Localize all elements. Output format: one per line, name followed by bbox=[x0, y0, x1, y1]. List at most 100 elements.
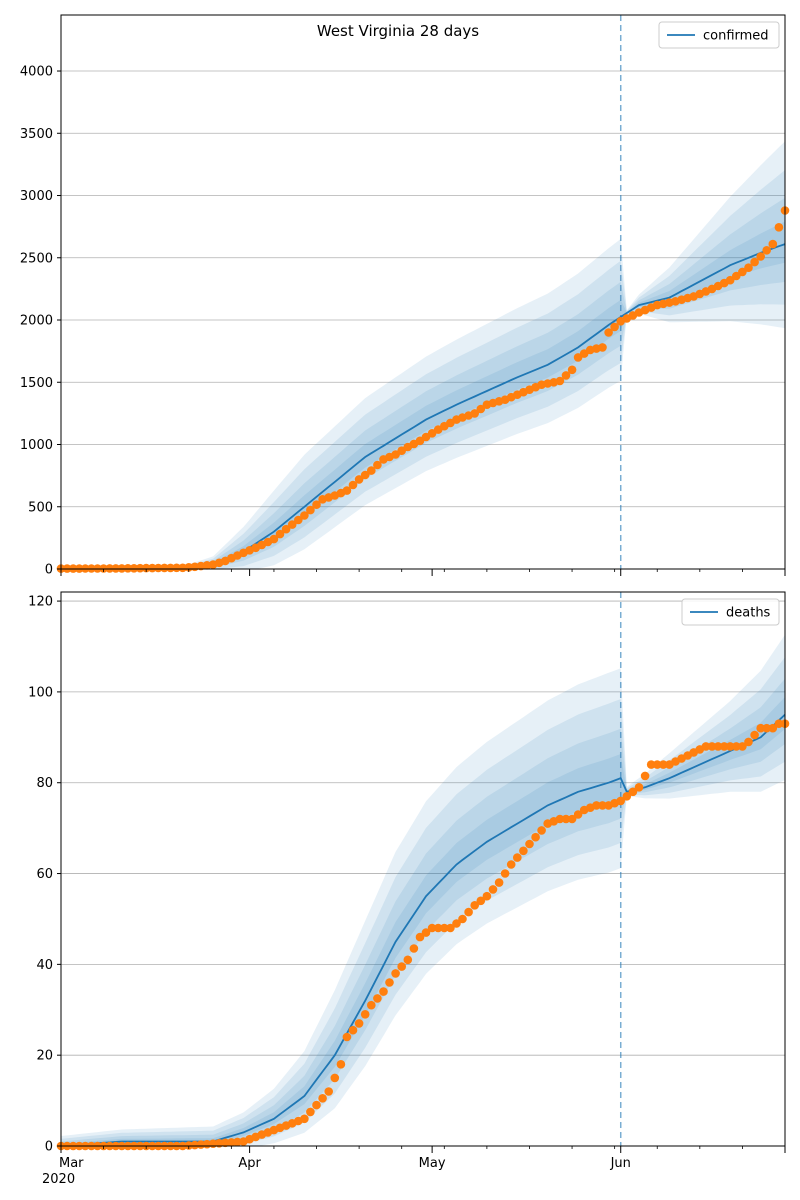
legend: deaths bbox=[681, 598, 780, 626]
uncertainty-band bbox=[61, 728, 621, 1146]
observed-point bbox=[756, 252, 765, 261]
observed-point bbox=[616, 796, 625, 806]
observed-point bbox=[117, 564, 127, 573]
axes-frame bbox=[60, 14, 786, 570]
observed-point bbox=[172, 563, 181, 573]
uncertainty-band bbox=[620, 170, 785, 363]
observed-point bbox=[738, 742, 747, 751]
observed-point bbox=[324, 1087, 334, 1096]
legend-label: deaths bbox=[726, 606, 771, 621]
observed-point bbox=[476, 896, 486, 906]
x-tick-label: May bbox=[419, 1156, 446, 1171]
observed-point bbox=[281, 524, 291, 534]
observed-point bbox=[494, 878, 504, 887]
observed-point bbox=[166, 563, 175, 573]
observed-point bbox=[348, 480, 358, 490]
observed-point bbox=[506, 860, 516, 869]
observed-point bbox=[774, 223, 784, 232]
observed-point bbox=[744, 737, 753, 747]
observed-point bbox=[470, 409, 480, 418]
observed-point bbox=[458, 914, 467, 924]
uncertainty-band bbox=[61, 754, 621, 1146]
observed-point bbox=[452, 919, 461, 928]
observed-point bbox=[513, 853, 522, 862]
observed-point bbox=[287, 520, 297, 529]
observed-point bbox=[123, 564, 133, 573]
observed-point bbox=[154, 563, 163, 573]
y-tick-label: 1500 bbox=[20, 376, 53, 391]
y-tick-label: 4000 bbox=[20, 65, 53, 80]
observed-point bbox=[105, 564, 114, 573]
observed-point bbox=[391, 969, 400, 978]
observed-point bbox=[300, 1114, 309, 1124]
y-tick-label: 20 bbox=[36, 1049, 53, 1064]
observed-point bbox=[652, 760, 662, 769]
observed-point bbox=[713, 742, 723, 751]
observed-point bbox=[336, 1060, 346, 1069]
observed-point bbox=[659, 760, 668, 769]
observed-point bbox=[500, 869, 510, 878]
observed-point bbox=[519, 846, 528, 856]
observed-point bbox=[774, 719, 784, 728]
observed-point bbox=[701, 742, 711, 751]
observed-point bbox=[421, 928, 431, 937]
observed-point bbox=[476, 404, 486, 414]
observed-point bbox=[750, 730, 759, 740]
observed-point bbox=[525, 839, 534, 849]
observed-point bbox=[403, 955, 413, 965]
y-tick-label: 3500 bbox=[20, 127, 53, 142]
observed-point bbox=[360, 1010, 370, 1019]
observed-point bbox=[768, 239, 778, 249]
observed-point bbox=[732, 742, 741, 751]
observed-point bbox=[756, 723, 765, 733]
observed-point bbox=[598, 801, 607, 810]
observed-point bbox=[738, 267, 747, 277]
observed-point bbox=[762, 723, 771, 733]
y-tick-label: 0 bbox=[45, 563, 53, 578]
observed-point bbox=[531, 832, 540, 842]
y-tick-label: 0 bbox=[45, 1140, 53, 1155]
observed-point bbox=[148, 563, 157, 573]
observed-point bbox=[330, 1073, 340, 1083]
y-tick-label: 2500 bbox=[20, 251, 53, 266]
observed-point bbox=[482, 891, 492, 901]
legend-label: confirmed bbox=[703, 29, 769, 44]
x-tick-label: Mar bbox=[59, 1156, 84, 1171]
observed-point bbox=[707, 742, 717, 751]
observed-point bbox=[397, 962, 407, 971]
observed-point bbox=[385, 978, 394, 987]
uncertainty-band bbox=[61, 668, 621, 1146]
observed-point bbox=[269, 534, 279, 544]
model-line bbox=[60, 713, 786, 1147]
observed-point bbox=[306, 505, 315, 515]
y-tick-label: 60 bbox=[36, 867, 53, 882]
observed-point bbox=[141, 563, 151, 573]
observed-point bbox=[427, 923, 437, 933]
observed-point bbox=[135, 563, 145, 573]
observed-point bbox=[725, 275, 735, 285]
observed-point bbox=[750, 257, 759, 267]
y-tick-label: 80 bbox=[36, 776, 53, 791]
legend-box bbox=[658, 21, 780, 49]
observed-point bbox=[592, 801, 601, 810]
observed-point bbox=[129, 564, 139, 573]
uncertainty-band bbox=[620, 141, 785, 381]
observed-point bbox=[567, 365, 577, 375]
y-tick-label: 120 bbox=[28, 595, 53, 610]
confirmed-panel: 0 500 1000 1500 2000 2500 3000 3500 4000 confirme… bbox=[20, 14, 790, 578]
uncertainty-band bbox=[61, 260, 621, 569]
observed-point bbox=[440, 923, 449, 933]
observed-point bbox=[221, 1138, 230, 1148]
uncertainty-band bbox=[61, 239, 621, 569]
observed-point bbox=[342, 1032, 352, 1042]
uncertainty-band bbox=[620, 197, 785, 346]
observed-point bbox=[464, 907, 473, 917]
chart-title: West Virginia 28 days bbox=[317, 22, 479, 40]
axes-frame bbox=[60, 591, 786, 1147]
y-tick-label: 3000 bbox=[20, 189, 53, 204]
y-tick-label: 500 bbox=[28, 500, 53, 515]
observed-point bbox=[561, 371, 571, 380]
observed-point bbox=[196, 1140, 206, 1149]
